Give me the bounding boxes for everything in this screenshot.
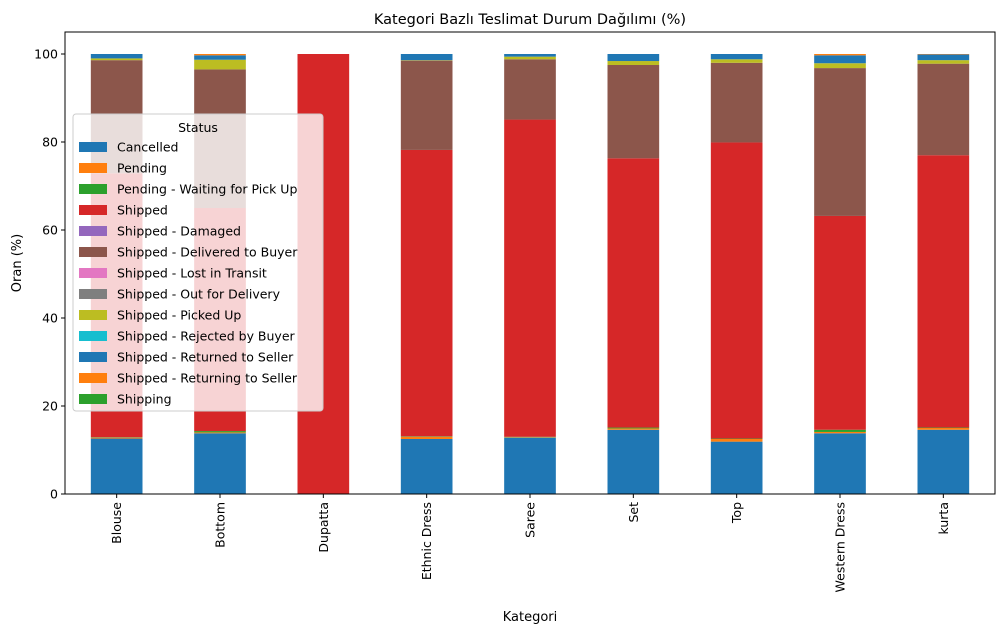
bar-segment-set-series-10 (608, 54, 660, 61)
legend-label: Shipped - Lost in Transit (117, 266, 267, 281)
bar-segment-western-dress-series-3 (814, 216, 866, 430)
bar-segment-western-dress-series-5 (814, 68, 866, 216)
bar-segment-set-series-5 (608, 65, 660, 158)
bar-segment-blouse-series-1 (91, 438, 143, 439)
bar-segment-kurta-series-0 (918, 430, 970, 494)
legend-swatch (79, 373, 107, 383)
legend-label: Shipped - Picked Up (117, 308, 241, 323)
bar-segment-saree-series-10 (504, 54, 556, 57)
bar-segment-saree-series-5 (504, 59, 556, 119)
legend-label: Cancelled (117, 140, 178, 155)
x-axis: Blouse Bottom Dupatta Ethnic Dress Saree Set T… (109, 494, 951, 592)
x-tick-label: Western Dress (833, 502, 848, 592)
bar-segment-western-dress-series-1 (814, 432, 866, 433)
legend-label: Shipped - Returning to Seller (117, 371, 298, 386)
y-tick-label: 60 (42, 223, 58, 238)
legend-swatch (79, 331, 107, 341)
legend-swatch (79, 205, 107, 215)
x-axis-label: Kategori (503, 610, 558, 625)
bar-segment-set-series-8 (608, 61, 660, 65)
bar-segment-western-dress-series-2 (814, 430, 866, 432)
bar-segment-saree-series-8 (504, 57, 556, 60)
x-tick-label: Bottom (213, 502, 228, 548)
bar-segment-saree-series-3 (504, 120, 556, 437)
y-tick-label: 20 (42, 399, 58, 414)
bar-segment-top-series-8 (711, 59, 763, 63)
bar-segment-set-series-3 (608, 158, 660, 427)
bar-segment-blouse-series-10 (91, 54, 143, 58)
y-tick-label: 40 (42, 311, 58, 326)
legend-label: Pending (117, 161, 167, 176)
bar-segment-bottom-series-10 (194, 55, 246, 59)
y-axis: 0 20 40 60 80 100 (34, 47, 65, 502)
legend-swatch (79, 310, 107, 320)
x-tick-label: Dupatta (316, 502, 331, 553)
legend-swatch (79, 352, 107, 362)
bar-segment-bottom-series-8 (194, 60, 246, 70)
x-tick-label: Blouse (109, 502, 124, 544)
bar-segment-ethnic-dress-series-5 (401, 61, 453, 150)
legend-label: Shipped - Damaged (117, 224, 241, 239)
y-axis-label: Oran (%) (10, 234, 25, 292)
bar-segment-kurta-series-8 (918, 60, 970, 64)
bar-segment-western-dress-series-0 (814, 433, 866, 494)
bar-segment-top-series-5 (711, 63, 763, 143)
bar-segment-saree-series-0 (504, 438, 556, 494)
legend-label: Pending - Waiting for Pick Up (117, 182, 297, 197)
legend-swatch (79, 268, 107, 278)
bar-segment-ethnic-dress-series-1 (401, 437, 453, 439)
bar-segment-bottom-series-11 (194, 54, 246, 55)
legend-swatch (79, 142, 107, 152)
legend-label: Shipped - Returned to Seller (117, 350, 294, 365)
legend-label: Shipped - Out for Delivery (117, 287, 281, 302)
bar-segment-set-series-2 (608, 428, 660, 429)
legend-label: Shipped (117, 203, 168, 218)
legend-swatch (79, 394, 107, 404)
bar-segment-western-dress-series-10 (814, 55, 866, 63)
bar-segment-top-series-10 (711, 54, 763, 59)
bar-segment-set-series-0 (608, 430, 660, 494)
bar-segment-western-dress-series-8 (814, 63, 866, 68)
bar-segment-kurta-series-10 (918, 54, 970, 60)
bar-segment-set-series-1 (608, 428, 660, 429)
legend-swatch (79, 226, 107, 236)
y-tick-label: 100 (34, 47, 58, 62)
bar-segment-ethnic-dress-series-10 (401, 54, 453, 60)
bar-segment-bottom-series-1 (194, 432, 246, 433)
bar-segment-western-dress-series-11 (814, 54, 866, 55)
bar-segment-kurta-series-1 (918, 428, 970, 430)
bar-segment-kurta-series-5 (918, 64, 970, 156)
bar-segment-blouse-series-8 (91, 58, 143, 60)
bar-segment-top-series-3 (711, 142, 763, 438)
x-tick-label: Set (626, 502, 641, 523)
x-tick-label: kurta (936, 502, 951, 534)
bar-segment-top-series-0 (711, 442, 763, 494)
legend-swatch (79, 247, 107, 257)
x-tick-label: Top (729, 502, 744, 524)
legend-label: Shipping (117, 392, 172, 407)
legend-title: Status (178, 120, 218, 135)
y-tick-label: 80 (42, 135, 58, 150)
legend-frame (73, 114, 323, 411)
legend-label: Shipped - Rejected by Buyer (117, 329, 296, 344)
bar-segment-blouse-series-0 (91, 439, 143, 494)
bar-segment-ethnic-dress-series-3 (401, 150, 453, 436)
legend-swatch (79, 184, 107, 194)
bar-segment-top-series-1 (711, 439, 763, 442)
legend-label: Shipped - Delivered to Buyer (117, 245, 298, 260)
chart-title: Kategori Bazlı Teslimat Durum Dağılımı (… (374, 12, 686, 28)
x-tick-label: Saree (523, 502, 538, 538)
legend-swatch (79, 163, 107, 173)
legend: Status Cancelled Pending Pending - Waiting… (73, 114, 323, 411)
bar-segment-kurta-series-3 (918, 155, 970, 427)
bar-segment-bottom-series-2 (194, 431, 246, 432)
bar-segment-ethnic-dress-series-0 (401, 439, 453, 494)
x-tick-label: Ethnic Dress (419, 502, 434, 580)
bar-segment-bottom-series-0 (194, 433, 246, 494)
y-tick-label: 0 (50, 487, 58, 502)
legend-swatch (79, 289, 107, 299)
